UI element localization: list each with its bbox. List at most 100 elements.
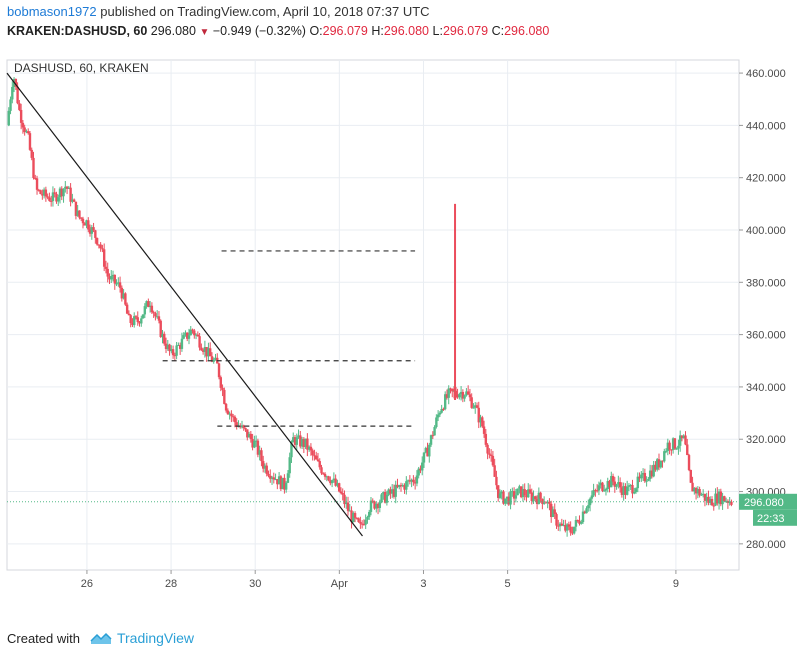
candle-body xyxy=(694,488,698,494)
candle-body xyxy=(106,268,109,277)
username-link[interactable]: bobmason1972 xyxy=(7,4,97,19)
candle-body xyxy=(323,473,327,477)
open-label: O: xyxy=(309,24,323,38)
candle-body xyxy=(419,468,422,471)
candle-body xyxy=(686,444,689,456)
candle-body xyxy=(120,287,124,299)
candle-body xyxy=(187,335,191,339)
candle-body xyxy=(113,274,116,284)
candle-body xyxy=(46,196,49,198)
chart-container[interactable]: 280.000 300.000 320.000 340.000 360.000 380.0… xyxy=(0,42,800,624)
candle-body xyxy=(689,470,692,483)
spike-candle-body xyxy=(453,386,457,399)
candle-body xyxy=(42,189,46,196)
candle-body xyxy=(394,484,397,497)
candle-body xyxy=(353,513,357,518)
candle-body xyxy=(581,511,585,523)
candle-body xyxy=(318,461,321,468)
candle-body xyxy=(118,282,122,288)
candle-body xyxy=(562,524,565,526)
candle-body xyxy=(572,526,576,534)
candle-body xyxy=(392,489,396,497)
candle-body xyxy=(495,476,498,486)
candle-body xyxy=(247,433,251,438)
candle-body xyxy=(505,496,509,499)
candle-body xyxy=(474,405,477,408)
candle-body xyxy=(512,491,516,499)
candle-body xyxy=(122,293,125,299)
candle-body xyxy=(205,347,208,357)
candle-body xyxy=(110,276,113,280)
candle-body xyxy=(443,394,447,410)
candle-body xyxy=(557,525,560,527)
candle-body xyxy=(645,480,648,482)
candle-body xyxy=(389,489,392,494)
candle-body xyxy=(707,496,710,503)
candle-body xyxy=(184,332,187,336)
candle-body xyxy=(336,483,339,486)
candle-body xyxy=(693,488,696,492)
candle-body xyxy=(125,304,129,314)
candle-body xyxy=(72,199,76,202)
candle-body xyxy=(23,127,26,133)
candle-body xyxy=(346,502,350,511)
candle-body xyxy=(657,459,661,468)
candle-body xyxy=(491,455,495,466)
candle-body xyxy=(585,508,588,514)
candle-body xyxy=(603,490,606,492)
candle-body xyxy=(164,343,168,350)
candle-body xyxy=(272,477,276,480)
candle-body xyxy=(546,501,549,503)
candle-body xyxy=(58,188,62,198)
candle-body xyxy=(313,455,316,457)
candle-body xyxy=(516,488,519,496)
candle-body xyxy=(677,445,680,449)
candle-body xyxy=(242,425,245,428)
candle-body xyxy=(571,532,574,534)
symbol-label[interactable]: KRAKEN:DASHUSD, 60 xyxy=(7,24,148,38)
candle-body xyxy=(647,478,650,481)
candle-body xyxy=(279,476,283,490)
candle-body xyxy=(592,490,595,496)
candle-body xyxy=(717,491,721,504)
candle-body xyxy=(659,460,662,468)
candle-body xyxy=(525,495,528,498)
candle-body xyxy=(49,200,53,202)
candle-body xyxy=(254,440,258,442)
candle-body xyxy=(348,510,351,512)
candle-body xyxy=(656,459,659,470)
candle-body xyxy=(608,481,611,488)
candle-body xyxy=(408,480,412,482)
trendline xyxy=(6,72,363,537)
candle-body xyxy=(550,503,553,518)
candle-body xyxy=(382,492,385,495)
candle-body xyxy=(470,397,473,408)
down-triangle-icon: ▼ xyxy=(199,27,210,38)
candle-body xyxy=(302,439,306,447)
published-text: published on TradingView.com, April 10, … xyxy=(100,4,430,19)
candle-body xyxy=(104,266,108,269)
tradingview-brand[interactable]: TradingView xyxy=(116,630,195,646)
candle-body xyxy=(311,450,314,456)
candle-body xyxy=(352,513,355,523)
candle-body xyxy=(306,438,309,450)
candle-body xyxy=(493,465,496,477)
candle-body xyxy=(11,86,14,100)
candle-body xyxy=(442,408,445,410)
candle-body xyxy=(262,461,265,469)
price-chart[interactable]: 280.000300.000320.000340.000360.000380.0… xyxy=(0,42,800,624)
candle-body xyxy=(102,249,106,267)
candle-body xyxy=(601,482,604,491)
candle-body xyxy=(92,227,95,231)
candle-body xyxy=(88,229,92,234)
candle-body xyxy=(253,440,256,448)
candle-body xyxy=(233,416,237,423)
candle-body xyxy=(161,333,164,338)
candle-body xyxy=(574,519,578,527)
candle-body xyxy=(541,498,544,504)
candle-body xyxy=(263,465,267,469)
y-tick-label: 320.000 xyxy=(746,434,786,446)
candle-body xyxy=(157,316,161,321)
candle-body xyxy=(9,99,12,111)
candle-body xyxy=(256,440,260,455)
